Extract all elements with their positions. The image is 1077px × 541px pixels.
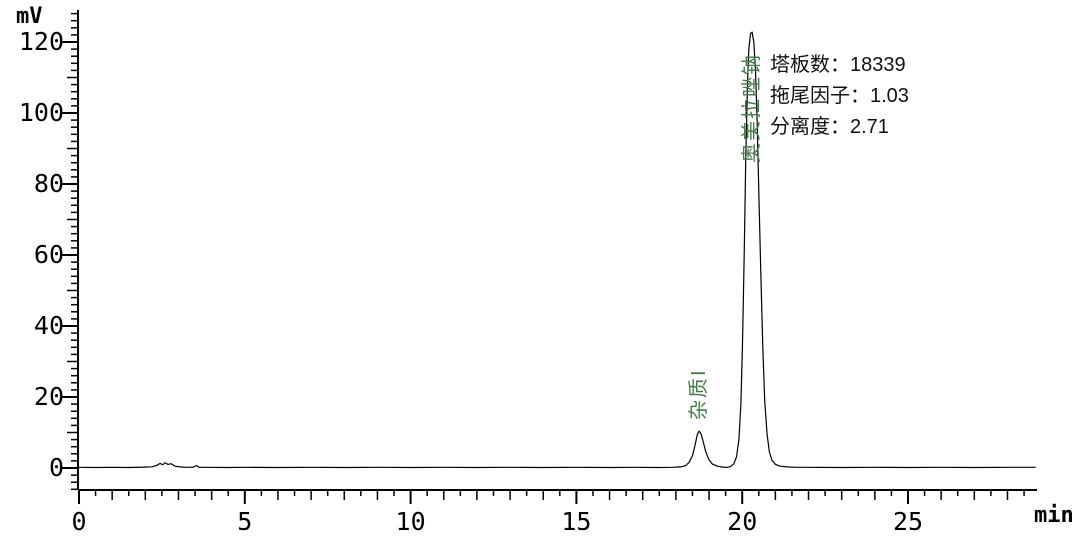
svg-text:20: 20 (34, 382, 64, 411)
svg-text:120: 120 (19, 27, 64, 56)
svg-text:25: 25 (893, 507, 923, 536)
svg-text:0: 0 (71, 507, 86, 536)
svg-text:15: 15 (561, 507, 591, 536)
svg-text:40: 40 (34, 311, 64, 340)
y-axis-ticks: 0 20 40 60 80 100 120 (19, 12, 78, 491)
y-axis-unit-label: mV (16, 4, 43, 29)
svg-text:5: 5 (237, 507, 252, 536)
axis-lines (77, 10, 1037, 491)
svg-text:0: 0 (49, 453, 64, 482)
stat-resolution: 分离度：2.71 (770, 116, 889, 138)
stat-tailing-factor: 拖尾因子：1.03 (770, 85, 909, 107)
impurity-peak-label: 杂质I (688, 368, 710, 420)
svg-text:60: 60 (34, 240, 64, 269)
svg-text:80: 80 (34, 169, 64, 198)
svg-text:20: 20 (727, 507, 757, 536)
signal-trace (78, 31, 1036, 469)
svg-text:10: 10 (396, 507, 426, 536)
main-peak-label: 奥美拉唑钠 (741, 53, 763, 163)
svg-text:100: 100 (19, 98, 64, 127)
x-axis-ticks: 0 5 10 15 20 25 (71, 490, 1025, 536)
x-axis-unit-label: min (1034, 503, 1074, 528)
peak-stats-annotation: 塔板数：18339 拖尾因子：1.03 分离度：2.71 (770, 50, 909, 143)
stat-plates: 塔板数：18339 (770, 54, 906, 76)
